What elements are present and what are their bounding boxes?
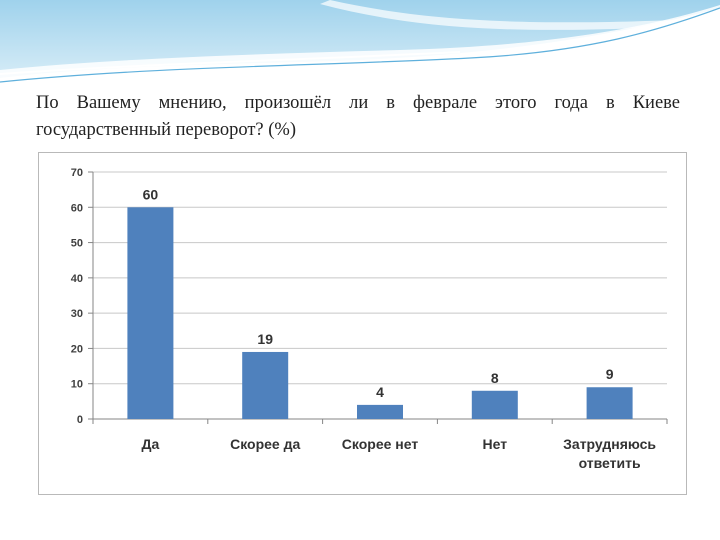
data-label: 60 — [143, 186, 159, 202]
bar-chart: 0 10 20 30 40 50 60 70 60 Да 19 Скорее да 4 Скорее не… — [71, 167, 668, 471]
chart-frame: 0 10 20 30 40 50 60 70 60 Да 19 Скорее да 4 Скорее не… — [38, 152, 687, 495]
y-tick-label: 0 — [77, 414, 83, 426]
y-tick-label: 70 — [71, 167, 83, 179]
data-label: 9 — [606, 366, 614, 382]
bar-2 — [357, 404, 403, 419]
x-category-label: Нет — [483, 436, 508, 452]
y-tick-label: 10 — [71, 379, 83, 391]
y-tick-label: 30 — [71, 308, 83, 320]
data-label: 4 — [376, 384, 384, 400]
y-tick-label: 60 — [71, 202, 83, 214]
y-tick-label: 20 — [71, 343, 83, 355]
slide-question-title: По Вашему мнению, произошёл ли в феврале… — [36, 93, 680, 140]
x-category-label: Да — [142, 436, 160, 452]
data-label: 19 — [257, 331, 273, 347]
bar-0 — [127, 207, 174, 419]
data-label: 8 — [491, 370, 499, 386]
x-category-label: Скорее да — [230, 436, 300, 452]
bar-1 — [242, 351, 289, 419]
bar-4 — [586, 387, 633, 419]
x-category-label: Затрудняюсь — [563, 436, 656, 452]
header-wave-decoration — [0, 0, 720, 83]
x-category-label: Скорее нет — [342, 436, 419, 452]
x-category-label: ответить — [579, 455, 641, 471]
bar-3 — [471, 390, 518, 419]
y-tick-label: 40 — [71, 273, 83, 285]
y-tick-label: 50 — [71, 238, 83, 250]
